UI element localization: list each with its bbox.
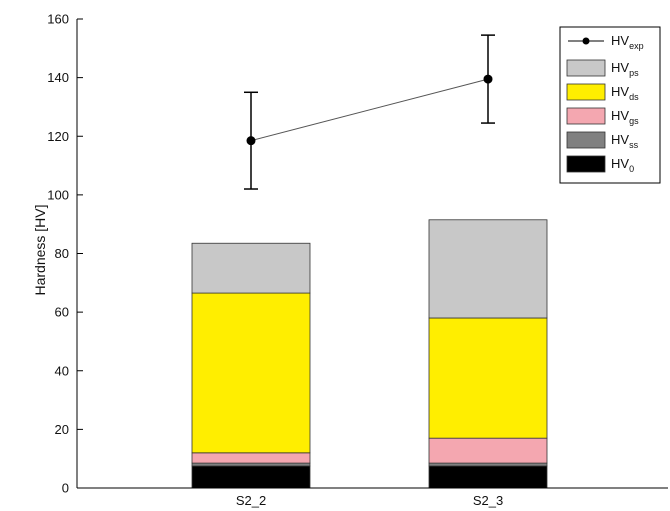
legend-label-sub: 0 [629, 164, 634, 174]
legend-swatch-hv-exp-marker [582, 37, 590, 45]
y-tick-label: 140 [47, 70, 69, 85]
legend-label: HVss [611, 132, 639, 150]
x-tick-label-s2-2: S2_2 [236, 493, 266, 508]
legend-label: HVexp [611, 33, 644, 51]
legend-label: HVps [611, 60, 639, 78]
hv-exp-point [246, 136, 256, 146]
legend-label-sub: ps [629, 68, 639, 78]
legend-swatch-hv-ds [566, 83, 606, 101]
bar-segment-hv-ds-s2-3 [428, 317, 548, 439]
hv-exp-line [250, 78, 489, 142]
exp-line-layer [244, 34, 495, 190]
y-tick-label: 0 [62, 481, 69, 496]
legend-label-main: HV [611, 156, 629, 171]
bar-segment-hv-ss-s2-3 [428, 462, 548, 467]
bar-segment-hv-gs-s2-3 [428, 437, 548, 464]
legend-label-main: HV [611, 84, 629, 99]
y-tick-label: 40 [55, 363, 69, 378]
legend-label-main: HV [611, 60, 629, 75]
x-tick-label-s2-3: S2_3 [473, 493, 503, 508]
y-tick-label: 60 [55, 305, 69, 320]
legend-label-sub: gs [629, 116, 639, 126]
legend-label: HVds [611, 84, 639, 102]
y-ticks: 0 20 40 60 80 100 120 140 160 [47, 12, 83, 496]
bar-segment-hv-gs-s2-2 [191, 452, 311, 464]
legend-label: HV0 [611, 156, 634, 174]
hv-exp-point [483, 74, 493, 84]
y-tick-label: 120 [47, 129, 69, 144]
legend-label-sub: ss [629, 140, 639, 150]
y-tick-label: 160 [47, 12, 69, 27]
legend-swatch-hv-ss [566, 131, 606, 149]
x-ticks: S2_2 S2_3 [236, 482, 503, 508]
legend-label: HVgs [611, 108, 639, 126]
legend-label-sub: ds [629, 92, 639, 102]
bar-segment-hv-ds-s2-2 [191, 292, 311, 454]
legend-label-main: HV [611, 132, 629, 147]
legend-label-main: HV [611, 33, 629, 48]
legend-label-sub: exp [629, 41, 644, 51]
bar-segment-hv-ss-s2-2 [191, 462, 311, 467]
legend-swatch-hv-gs [566, 107, 606, 125]
legend-swatch-hv-ps [566, 59, 606, 77]
legend-swatch-hv-0 [566, 155, 606, 173]
bar-segment-hv-ps-s2-2 [191, 242, 311, 294]
y-tick-label: 100 [47, 187, 69, 202]
y-tick-label: 80 [55, 246, 69, 261]
bar-segment-hv-ps-s2-3 [428, 219, 548, 319]
y-axis-label: Hardness [HV] [32, 204, 48, 295]
legend-label-main: HV [611, 108, 629, 123]
bars-layer [191, 219, 548, 489]
y-tick-label: 20 [55, 422, 69, 437]
